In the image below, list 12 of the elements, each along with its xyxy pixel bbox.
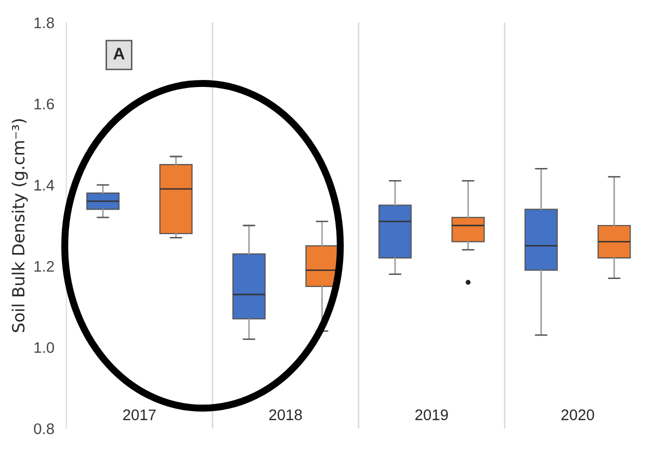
y-tick-label: 1.2 [34,260,54,272]
annotation: A [113,48,125,60]
y-tick-label: 0.8 [34,423,54,434]
x-tick-label: 2020 [561,409,594,420]
y-tick-label: 1.8 [34,17,54,28]
y-axis-title: Soil Bulk Density (g.cm⁻³) [12,119,28,332]
x-tick-label: 2018 [269,409,302,420]
x-tick-label: 2017 [123,409,156,420]
y-tick-label: 1.4 [34,180,54,190]
y-tick-label: 1.0 [34,342,54,353]
y-tick-label: 1.6 [34,98,54,110]
x-tick-label: 2019 [415,409,448,420]
